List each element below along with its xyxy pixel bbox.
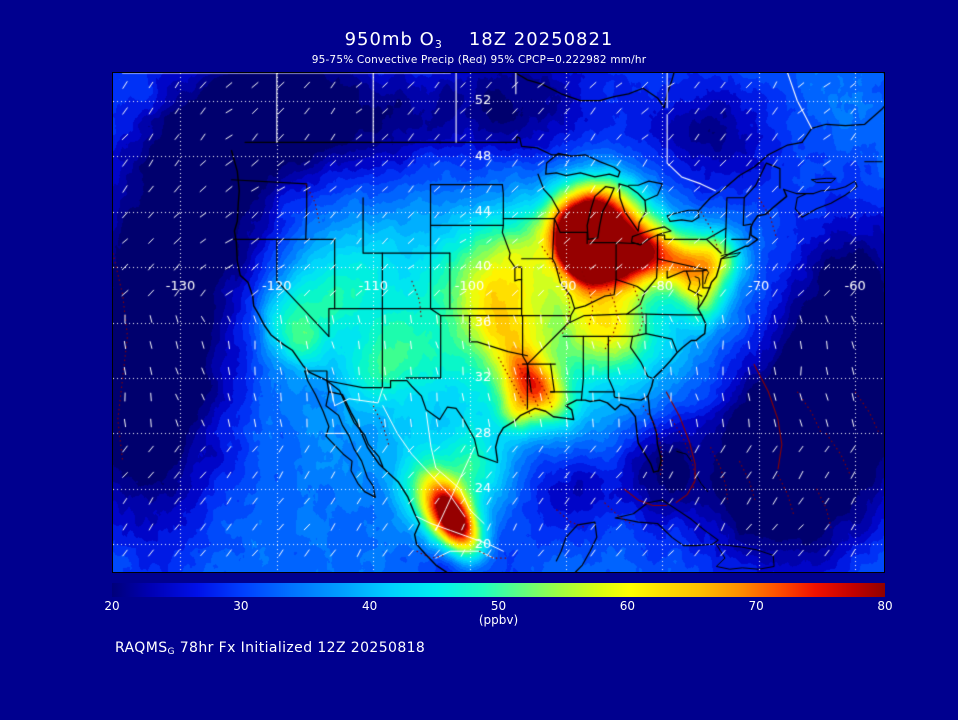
colorbar-tick-label: 70 <box>748 599 764 613</box>
footer-model-subscript: G <box>167 647 175 657</box>
colorbar: 20 30 40 50 60 70 80 (ppbv) <box>104 583 893 627</box>
colorbar-gradient <box>112 583 885 597</box>
footer-model-name: RAQMS <box>115 640 168 656</box>
map-plot-area <box>112 72 885 573</box>
title-ozone-subscript: 3 <box>434 38 443 51</box>
colorbar-tick-label: 40 <box>362 599 378 613</box>
title-level-species: 950mb O <box>344 29 435 50</box>
colorbar-tick-label: 30 <box>233 599 249 613</box>
figure-title: 950mb O3 18Z 20250821 <box>0 29 958 51</box>
colorbar-units-label: (ppbv) <box>478 613 519 627</box>
colorbar-tick-label: 80 <box>877 599 893 613</box>
colorbar-tick-label: 60 <box>619 599 635 613</box>
footer-forecast-info: 78hr Fx Initialized 12Z 20250818 <box>179 640 426 656</box>
colorbar-tick-label: 50 <box>490 599 507 613</box>
figure-footer: RAQMSG 78hr Fx Initialized 12Z 20250818 <box>115 640 426 657</box>
ozone-field-heatmap <box>113 73 884 572</box>
colorbar-tick-label: 20 <box>104 599 120 613</box>
title-valid-time: 18Z 20250821 <box>468 29 614 50</box>
figure-subtitle: 95-75% Convective Precip (Red) 95% CPCP=… <box>311 54 647 66</box>
